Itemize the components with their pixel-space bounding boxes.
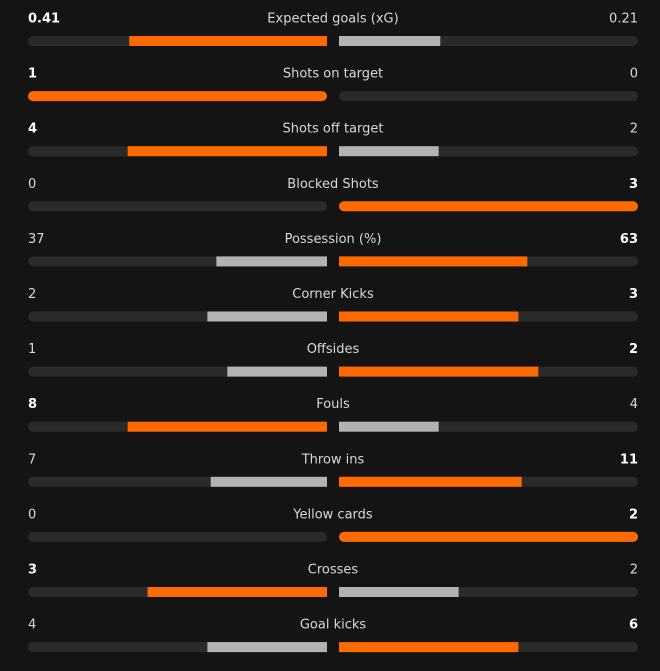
stat-label: Possession (%) — [285, 232, 382, 247]
home-value: 1 — [28, 67, 37, 82]
stat-label: Shots on target — [283, 67, 383, 82]
stat-label: Yellow cards — [292, 507, 373, 522]
home-value: 2 — [28, 287, 36, 302]
home-value: 4 — [28, 122, 37, 137]
home-value: 0.41 — [28, 12, 60, 27]
stat-label: Corner Kicks — [292, 287, 374, 302]
home-value: 0 — [28, 177, 36, 192]
stat-label: Goal kicks — [300, 618, 367, 633]
away-value: 0 — [630, 67, 638, 82]
bar-track — [28, 201, 327, 212]
away-bar — [339, 201, 638, 212]
away-bar — [339, 587, 459, 597]
stat-label: Expected goals (xG) — [267, 12, 398, 27]
away-value: 3 — [629, 177, 638, 192]
away-bar — [339, 421, 439, 432]
away-value: 11 — [620, 452, 638, 467]
home-bar — [227, 366, 327, 377]
away-value: 2 — [629, 342, 638, 357]
away-value: 6 — [629, 618, 638, 633]
stat-label: Crosses — [308, 563, 359, 578]
stat-label: Shots off target — [282, 122, 383, 137]
away-value: 4 — [630, 397, 638, 412]
home-value: 37 — [28, 232, 45, 247]
home-value: 1 — [28, 342, 36, 357]
away-bar — [339, 256, 528, 267]
stat-label: Throw ins — [301, 452, 365, 467]
home-value: 4 — [28, 618, 36, 633]
away-bar — [339, 476, 522, 487]
away-bar — [339, 36, 441, 46]
away-value: 3 — [629, 287, 638, 302]
home-bar — [210, 476, 327, 487]
away-value: 2 — [630, 122, 638, 137]
away-value: 2 — [629, 507, 638, 522]
away-value: 0.21 — [609, 12, 638, 27]
bar-track — [339, 91, 638, 102]
home-bar — [147, 587, 327, 597]
home-value: 3 — [28, 563, 37, 578]
home-bar — [216, 256, 327, 267]
home-bar — [129, 36, 327, 46]
away-bar — [339, 531, 638, 542]
away-value: 63 — [620, 232, 638, 247]
stat-label: Blocked Shots — [287, 177, 379, 192]
home-bar — [207, 642, 327, 653]
stat-label: Fouls — [316, 397, 350, 412]
bar-track — [28, 531, 327, 542]
home-value: 0 — [28, 507, 36, 522]
home-value: 8 — [28, 397, 37, 412]
away-value: 2 — [630, 563, 638, 578]
home-value: 7 — [28, 452, 36, 467]
away-bar — [339, 311, 519, 322]
home-bar — [127, 421, 328, 432]
home-bar — [127, 146, 328, 157]
away-bar — [339, 146, 439, 157]
home-bar — [28, 91, 327, 102]
home-bar — [207, 311, 327, 322]
stat-label: Offsides — [307, 342, 360, 357]
away-bar — [339, 366, 539, 377]
away-bar — [339, 642, 519, 653]
